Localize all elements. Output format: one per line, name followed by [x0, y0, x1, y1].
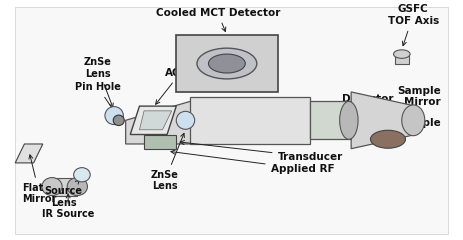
Ellipse shape — [394, 50, 410, 58]
Text: Pin Hole: Pin Hole — [75, 82, 121, 117]
Text: Transducer: Transducer — [180, 140, 343, 162]
Ellipse shape — [74, 168, 90, 182]
Ellipse shape — [42, 178, 62, 196]
Text: ZnSe
Lens: ZnSe Lens — [84, 57, 113, 107]
Polygon shape — [15, 7, 448, 234]
Polygon shape — [139, 111, 172, 130]
Text: Flat
Mirror: Flat Mirror — [22, 155, 56, 204]
Ellipse shape — [113, 115, 124, 126]
Ellipse shape — [208, 54, 245, 73]
Ellipse shape — [402, 105, 425, 136]
Polygon shape — [125, 101, 259, 144]
Bar — [144, 134, 176, 149]
Bar — [176, 35, 277, 92]
Ellipse shape — [105, 107, 123, 125]
Polygon shape — [130, 106, 176, 134]
Ellipse shape — [176, 111, 194, 129]
Polygon shape — [351, 92, 416, 149]
Text: AOTF: AOTF — [156, 68, 196, 104]
Text: ZnSe
Lens: ZnSe Lens — [151, 133, 184, 192]
Polygon shape — [310, 101, 351, 139]
Text: IR Source: IR Source — [42, 194, 94, 219]
Ellipse shape — [197, 48, 257, 79]
Text: Cooled MCT Detector: Cooled MCT Detector — [156, 8, 280, 32]
Text: Sample: Sample — [394, 118, 441, 135]
Text: Detector
Mirror: Detector Mirror — [334, 94, 394, 119]
Text: Applied RF: Applied RF — [171, 150, 334, 174]
Ellipse shape — [370, 130, 406, 148]
Polygon shape — [190, 97, 310, 144]
Text: Source
Lens: Source Lens — [44, 180, 82, 208]
Polygon shape — [15, 144, 43, 163]
Text: Sample
Mirror: Sample Mirror — [397, 86, 441, 114]
Ellipse shape — [340, 101, 358, 139]
Bar — [52, 178, 77, 196]
Text: GSFC
TOF Axis: GSFC TOF Axis — [388, 4, 439, 46]
Bar — [395, 54, 409, 64]
Ellipse shape — [67, 178, 88, 196]
